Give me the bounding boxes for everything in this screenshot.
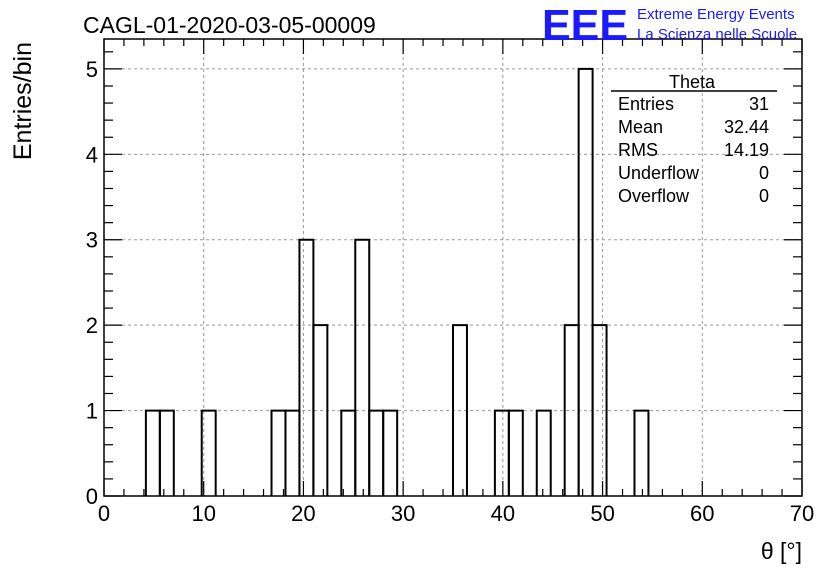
- x-tick-label: 30: [391, 501, 415, 526]
- y-tick-label: 1: [86, 399, 98, 424]
- stats-value-entries: 31: [749, 94, 769, 114]
- logo-line-1: Extreme Energy Events: [637, 6, 795, 23]
- histogram-bin: [312, 324, 329, 496]
- histogram-bin: [340, 409, 357, 496]
- logo-line-2: La Scienza nelle Scuole: [637, 26, 797, 43]
- histogram-bin: [284, 409, 301, 496]
- axes: 0 10 20 30 40 50 60 70 0 1 2 3 4 5: [86, 38, 814, 526]
- histogram-bin: [368, 409, 385, 496]
- histogram-bin: [270, 409, 287, 496]
- x-tick-label: 60: [690, 501, 714, 526]
- plot-frame: [103, 38, 803, 497]
- x-tick-label: 40: [491, 501, 515, 526]
- x-axis-label: θ [°]: [761, 538, 802, 564]
- stats-label-overflow: Overflow: [618, 186, 690, 206]
- histogram-bin: [591, 324, 608, 496]
- eee-logo: EEE Extreme Energy Events La Scienza nel…: [542, 1, 797, 50]
- histogram-bars: [144, 67, 650, 496]
- histogram-bin: [633, 409, 650, 496]
- histogram-bin: [382, 409, 399, 496]
- y-tick-label: 3: [86, 228, 98, 253]
- histogram-bin: [452, 324, 468, 496]
- histogram-bin: [535, 409, 552, 496]
- stats-value-overflow: 0: [759, 186, 769, 206]
- histogram-bin: [298, 238, 315, 496]
- eee-logo-mark: EEE: [542, 1, 628, 50]
- x-tick-label: 50: [590, 501, 614, 526]
- x-tick-label: 0: [98, 501, 110, 526]
- stats-label-mean: Mean: [618, 117, 663, 137]
- y-axis-label: Entries/bin: [9, 42, 37, 160]
- stats-value-underflow: 0: [759, 163, 769, 183]
- histogram-bin: [158, 409, 175, 496]
- histogram-bin: [577, 67, 594, 496]
- stats-label-underflow: Underflow: [618, 163, 700, 183]
- stats-box-title: Theta: [669, 72, 716, 92]
- stats-value-mean: 32.44: [724, 117, 769, 137]
- x-tick-label: 10: [191, 501, 215, 526]
- histogram-bin: [493, 409, 510, 496]
- stats-box: Theta Entries 31 Mean 32.44 RMS 14.19 Un…: [611, 72, 777, 206]
- y-tick-label: 0: [86, 484, 98, 509]
- y-tick-label: 2: [86, 313, 98, 338]
- histogram-bin: [144, 409, 161, 496]
- stats-label-entries: Entries: [618, 94, 674, 114]
- stats-label-rms: RMS: [618, 140, 658, 160]
- histogram-bin: [507, 409, 524, 496]
- y-tick-label: 5: [86, 57, 98, 82]
- x-tick-label: 70: [790, 501, 814, 526]
- y-tick-label: 4: [86, 142, 98, 167]
- histogram-bin: [354, 238, 371, 496]
- x-tick-label: 20: [291, 501, 315, 526]
- histogram-bin: [200, 409, 217, 496]
- chart-title: CAGL-01-2020-03-05-00009: [83, 12, 376, 38]
- stats-value-rms: 14.19: [724, 140, 769, 160]
